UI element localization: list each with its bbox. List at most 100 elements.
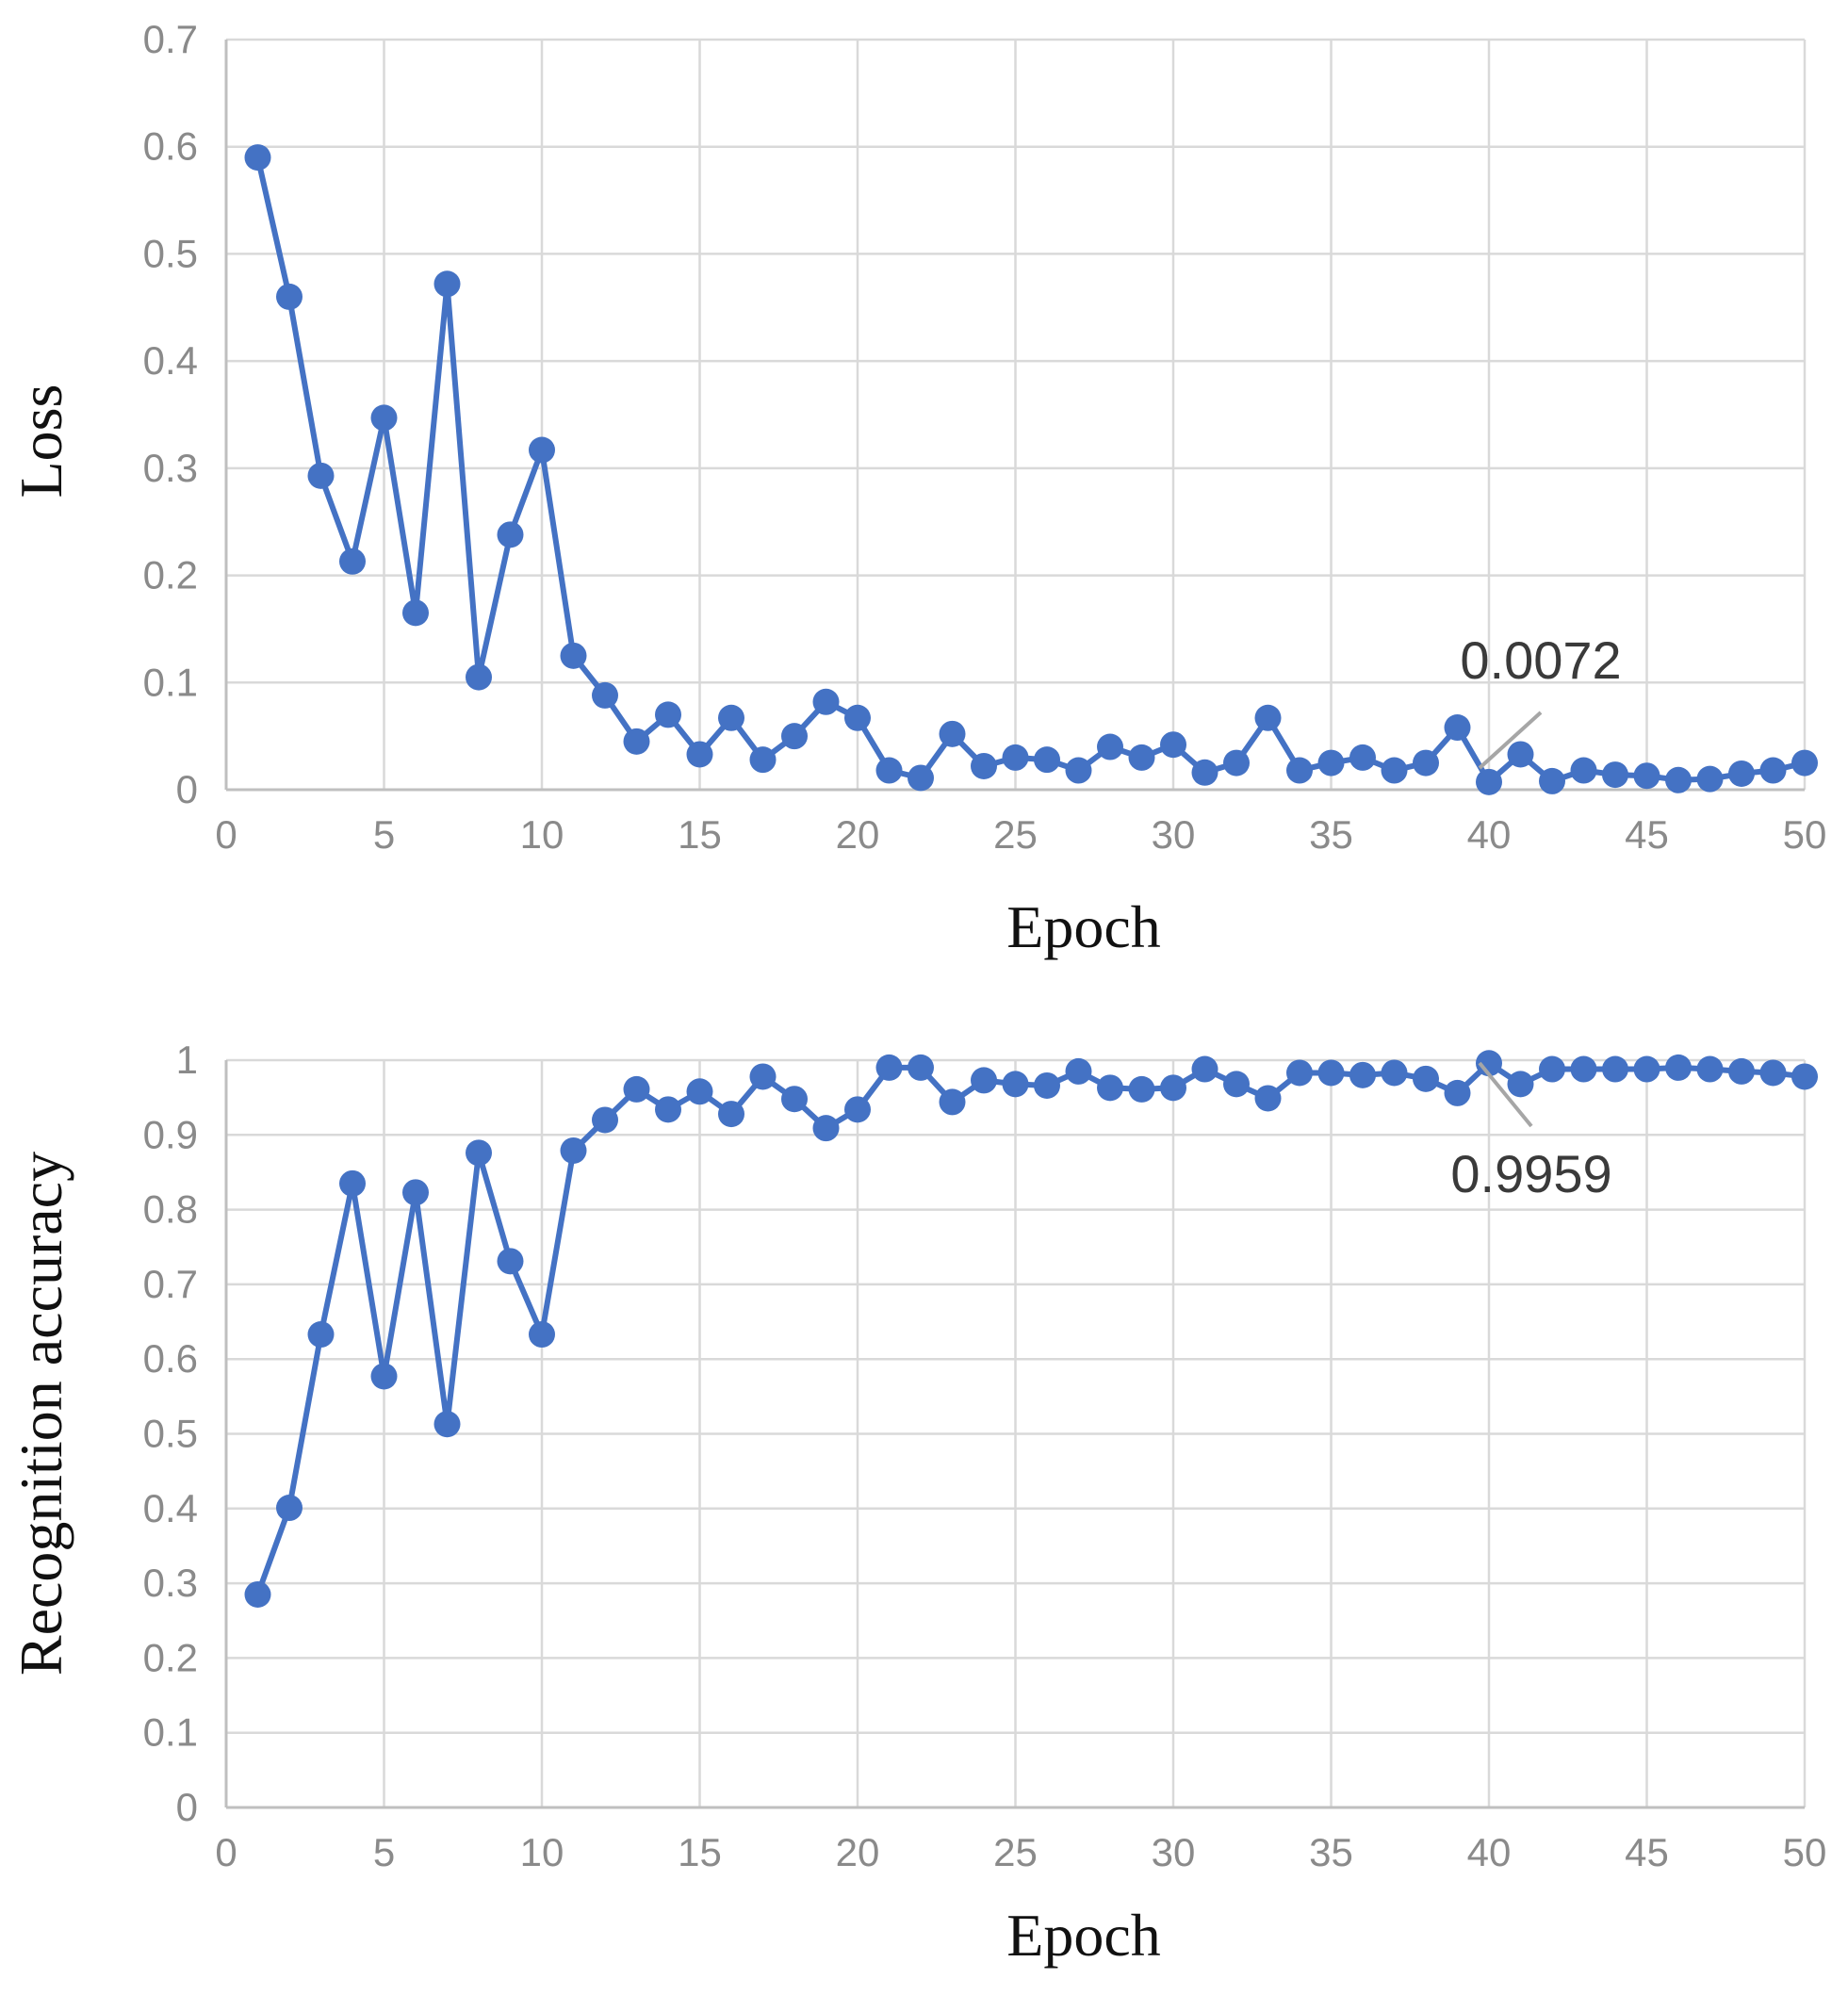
accuracy-chart-xtick-label: 5 xyxy=(373,1830,395,1874)
accuracy-chart-data-point xyxy=(1444,1079,1471,1106)
accuracy-chart-ytick-label: 0.7 xyxy=(143,1262,198,1306)
loss-chart-data-point xyxy=(592,681,618,709)
accuracy-chart-data-point xyxy=(1570,1055,1597,1083)
loss-chart-ylabel: Loss xyxy=(8,384,74,499)
accuracy-chart-data-point xyxy=(1602,1055,1628,1083)
accuracy-chart-data-point xyxy=(1539,1055,1565,1083)
accuracy-chart-ytick-label: 0.5 xyxy=(143,1412,198,1456)
accuracy-chart-data-point xyxy=(1191,1055,1218,1083)
loss-chart-data-point xyxy=(1381,757,1408,784)
accuracy-chart-data-point xyxy=(370,1363,398,1390)
accuracy-chart-data-point xyxy=(244,1580,271,1608)
loss-chart-data-point xyxy=(1728,760,1755,787)
loss-chart-data-point xyxy=(560,642,587,669)
loss-chart-xtick-label: 20 xyxy=(836,812,880,857)
loss-chart-data-point xyxy=(1602,761,1628,789)
accuracy-chart-ytick-label: 0.4 xyxy=(143,1486,198,1530)
accuracy-chart-xtick-label: 10 xyxy=(520,1830,564,1874)
loss-chart-data-point xyxy=(908,764,934,792)
accuracy-chart-annotation-label: 0.9959 xyxy=(1450,1144,1611,1203)
accuracy-chart-data-point xyxy=(276,1495,303,1522)
accuracy-chart-data-point xyxy=(1476,1050,1502,1077)
accuracy-chart-data-point xyxy=(971,1067,997,1094)
loss-chart-ytick-label: 0.5 xyxy=(143,231,198,275)
accuracy-chart-ytick-label: 0.8 xyxy=(143,1187,198,1232)
accuracy-chart-data-point xyxy=(1128,1075,1155,1103)
accuracy-chart-data-point xyxy=(623,1075,650,1103)
accuracy-chart-data-point xyxy=(1097,1074,1123,1102)
loss-chart-ytick-label: 0 xyxy=(176,767,198,811)
accuracy-chart-data-point xyxy=(1633,1055,1660,1083)
accuracy-chart-ylabel: Recognition accuracy xyxy=(8,1152,74,1676)
loss-chart-xtick-label: 25 xyxy=(993,812,1038,857)
accuracy-chart-data-point xyxy=(466,1139,492,1167)
accuracy-chart-data-point xyxy=(718,1101,744,1128)
accuracy-chart-data-point xyxy=(402,1179,429,1206)
accuracy-chart-data-point xyxy=(560,1136,587,1164)
loss-chart-data-point xyxy=(1633,762,1660,790)
loss-chart-data-point xyxy=(1570,757,1597,784)
loss-chart-data-point xyxy=(875,757,903,784)
loss-chart-xtick-label: 15 xyxy=(678,812,722,857)
loss-chart-xlabel: Epoch xyxy=(1006,893,1161,960)
accuracy-chart-data-point xyxy=(1696,1055,1724,1083)
loss-chart-data-point xyxy=(370,404,398,432)
loss-chart-data-point xyxy=(1160,731,1186,759)
loss-chart-data-point xyxy=(1128,744,1155,771)
accuracy-chart-data-point xyxy=(433,1411,461,1438)
loss-chart-data-point xyxy=(1034,746,1060,774)
accuracy-chart-xtick-label: 25 xyxy=(993,1830,1038,1874)
loss-chart-data-point xyxy=(1507,741,1534,768)
loss-chart-panel: 0 0.1 0.2 0.3 0.4 0.5 0.6 0.7 0 5 10 15 20 25 30 35 40 45… xyxy=(8,17,1826,960)
loss-chart-ytick-label: 0.3 xyxy=(143,446,198,490)
loss-chart-xtick-label: 10 xyxy=(520,812,564,857)
loss-chart-data-point xyxy=(1696,765,1724,793)
loss-chart-data-point xyxy=(529,436,555,464)
accuracy-chart-annotation-leader xyxy=(1478,1061,1533,1128)
accuracy-chart-xtick-label: 0 xyxy=(215,1830,237,1874)
accuracy-chart-data-point xyxy=(1728,1057,1755,1085)
loss-chart-ytick-label: 0.7 xyxy=(143,17,198,61)
loss-chart-ytick-label: 0.4 xyxy=(143,338,198,383)
loss-chart-data-point xyxy=(402,599,429,627)
loss-chart-ytick-label: 0.1 xyxy=(143,660,198,704)
accuracy-chart-data-point xyxy=(1349,1061,1376,1088)
accuracy-chart-xtick-label: 15 xyxy=(678,1830,722,1874)
accuracy-chart-data-point xyxy=(1223,1071,1250,1098)
accuracy-chart-ytick-label: 0.2 xyxy=(143,1635,198,1679)
accuracy-chart-data-point xyxy=(529,1321,555,1349)
accuracy-chart-data-point xyxy=(1286,1059,1313,1087)
loss-chart-data-point xyxy=(433,270,461,298)
accuracy-chart-ytick-label: 0.6 xyxy=(143,1336,198,1381)
accuracy-chart-xtick-label: 20 xyxy=(836,1830,880,1874)
accuracy-chart-xtick-label: 30 xyxy=(1152,1830,1196,1874)
loss-chart-data-point xyxy=(749,746,777,774)
accuracy-chart-ytick-label: 0 xyxy=(176,1785,198,1829)
accuracy-chart-data-point xyxy=(1665,1054,1692,1081)
accuracy-chart-ytick-label: 0.3 xyxy=(143,1561,198,1605)
accuracy-chart-data-point xyxy=(497,1248,524,1275)
accuracy-chart-data-point xyxy=(592,1106,618,1134)
accuracy-chart-data-point xyxy=(1254,1085,1282,1112)
loss-chart-data-point xyxy=(844,704,871,731)
loss-chart-data-point xyxy=(1223,749,1250,777)
accuracy-chart-data-point xyxy=(908,1054,934,1081)
loss-chart-data-point xyxy=(1286,757,1313,784)
accuracy-chart-panel: 00.10.20.30.40.50.60.70.80.910 5 10 15 20 25 3… xyxy=(8,1038,1826,1969)
loss-chart-data-point xyxy=(971,752,997,779)
loss-chart-xtick-label: 5 xyxy=(373,812,395,857)
loss-chart-data-point xyxy=(686,741,713,768)
accuracy-chart-data-point xyxy=(1160,1074,1186,1102)
loss-chart-data-point xyxy=(1065,757,1092,784)
loss-chart-data-point xyxy=(1476,768,1502,795)
accuracy-chart-data-point xyxy=(1413,1065,1439,1092)
accuracy-chart-xtick-label: 45 xyxy=(1625,1830,1669,1874)
loss-chart-data-point xyxy=(497,521,524,548)
loss-chart-data-point xyxy=(307,462,335,489)
accuracy-chart-data-point xyxy=(686,1078,713,1105)
accuracy-chart-data-point xyxy=(875,1054,903,1081)
loss-chart-xtick-label: 40 xyxy=(1467,812,1512,857)
loss-chart-xtick-label: 30 xyxy=(1152,812,1196,857)
loss-chart-xtick-label: 50 xyxy=(1783,812,1827,857)
accuracy-chart-data-point xyxy=(1034,1071,1060,1099)
